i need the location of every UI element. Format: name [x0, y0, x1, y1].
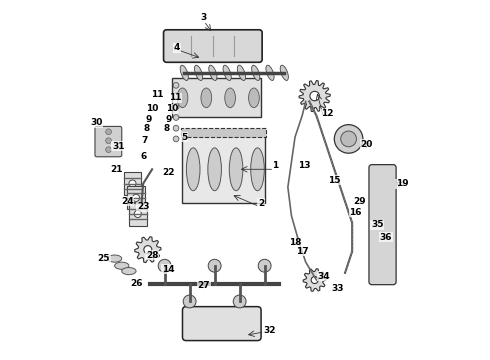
Text: 32: 32 [264, 325, 276, 334]
Circle shape [173, 93, 179, 99]
Text: 12: 12 [321, 109, 333, 118]
Circle shape [311, 276, 318, 284]
Circle shape [173, 136, 179, 142]
Text: 11: 11 [169, 93, 182, 102]
Circle shape [134, 210, 142, 217]
Text: 4: 4 [174, 43, 180, 52]
FancyBboxPatch shape [95, 126, 122, 157]
Text: 35: 35 [371, 220, 383, 229]
Ellipse shape [209, 65, 217, 81]
Text: 9: 9 [146, 115, 152, 124]
Ellipse shape [237, 65, 245, 81]
Circle shape [173, 104, 179, 110]
Ellipse shape [280, 65, 289, 81]
Text: 18: 18 [289, 238, 301, 247]
Text: 25: 25 [98, 254, 110, 263]
Ellipse shape [180, 65, 188, 81]
Ellipse shape [252, 65, 260, 81]
Text: 9: 9 [165, 115, 172, 124]
Circle shape [173, 125, 179, 131]
Circle shape [106, 147, 111, 153]
Polygon shape [303, 269, 326, 291]
Circle shape [173, 82, 179, 88]
Text: 22: 22 [162, 168, 174, 177]
FancyBboxPatch shape [182, 307, 261, 341]
Bar [123, 172, 142, 195]
Bar [127, 186, 145, 210]
Text: 24: 24 [121, 197, 133, 206]
Circle shape [208, 259, 221, 272]
Text: 13: 13 [298, 161, 310, 170]
Text: 10: 10 [166, 104, 178, 113]
Circle shape [158, 259, 171, 272]
Ellipse shape [177, 88, 188, 108]
Text: 33: 33 [332, 284, 344, 293]
Text: 31: 31 [112, 141, 124, 150]
Text: 19: 19 [396, 179, 409, 188]
Text: 8: 8 [144, 124, 150, 133]
FancyBboxPatch shape [172, 78, 261, 117]
Text: 36: 36 [380, 233, 392, 242]
Bar [129, 202, 147, 226]
Text: 1: 1 [272, 161, 278, 170]
Text: 30: 30 [91, 118, 103, 127]
Text: 34: 34 [318, 272, 330, 281]
Text: 21: 21 [110, 165, 122, 174]
Circle shape [106, 138, 111, 144]
Text: 7: 7 [142, 136, 148, 145]
FancyBboxPatch shape [164, 30, 262, 62]
Text: 6: 6 [140, 152, 147, 161]
Circle shape [129, 180, 136, 187]
Ellipse shape [122, 267, 136, 275]
Ellipse shape [186, 148, 200, 191]
Circle shape [334, 125, 363, 153]
Ellipse shape [225, 88, 236, 108]
Circle shape [173, 114, 179, 120]
Text: 28: 28 [146, 251, 158, 260]
Text: 14: 14 [162, 265, 174, 274]
Circle shape [233, 295, 246, 308]
Text: 3: 3 [201, 13, 207, 22]
Ellipse shape [201, 88, 212, 108]
Circle shape [258, 259, 271, 272]
Ellipse shape [229, 148, 243, 191]
Ellipse shape [115, 262, 129, 269]
Circle shape [144, 246, 152, 254]
Text: 15: 15 [328, 176, 341, 185]
Text: 5: 5 [181, 132, 187, 141]
Polygon shape [299, 81, 330, 112]
Text: 2: 2 [258, 199, 264, 208]
Circle shape [106, 129, 111, 135]
FancyBboxPatch shape [182, 135, 265, 203]
Ellipse shape [266, 65, 274, 81]
FancyBboxPatch shape [181, 128, 267, 137]
Text: 26: 26 [130, 279, 142, 288]
Polygon shape [135, 237, 161, 263]
Ellipse shape [195, 65, 203, 81]
Ellipse shape [251, 148, 264, 191]
Ellipse shape [248, 88, 259, 108]
FancyBboxPatch shape [369, 165, 396, 285]
Ellipse shape [208, 148, 221, 191]
Text: 10: 10 [146, 104, 158, 113]
Text: 17: 17 [296, 247, 309, 256]
Text: 29: 29 [353, 197, 366, 206]
Text: 16: 16 [349, 208, 362, 217]
Text: 8: 8 [163, 124, 170, 133]
Text: 23: 23 [137, 202, 149, 211]
Text: 11: 11 [151, 90, 164, 99]
Circle shape [183, 295, 196, 308]
Text: 27: 27 [197, 281, 210, 290]
Circle shape [132, 194, 140, 202]
Text: 20: 20 [360, 140, 372, 149]
Circle shape [341, 131, 356, 147]
Ellipse shape [107, 255, 122, 262]
Circle shape [310, 91, 319, 101]
Ellipse shape [223, 65, 231, 81]
